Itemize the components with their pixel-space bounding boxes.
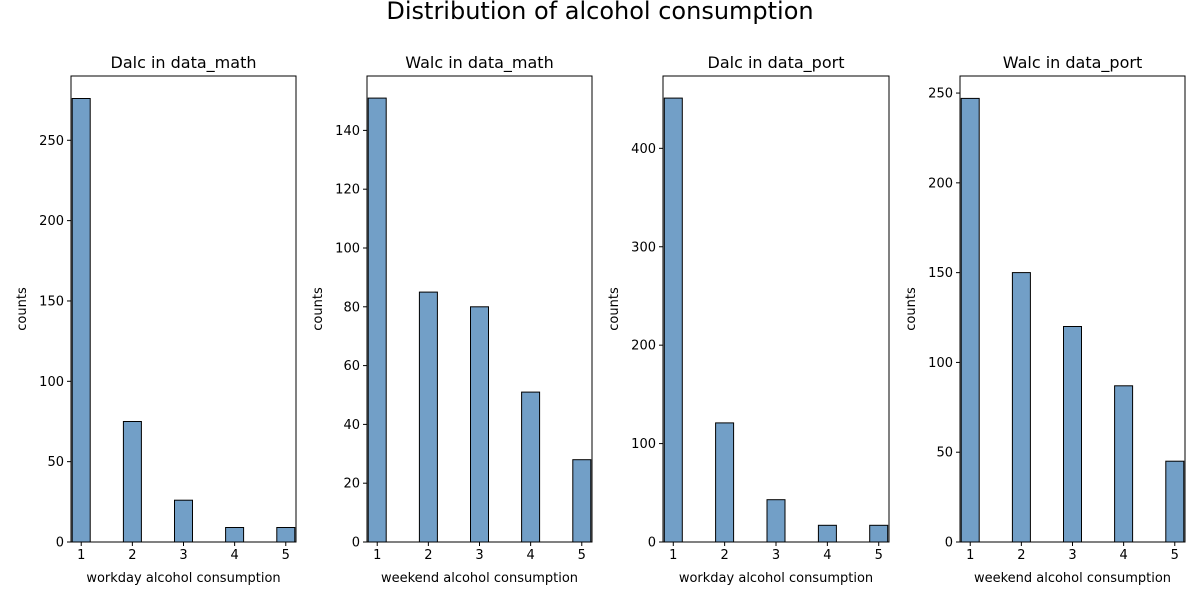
bar: [1114, 385, 1134, 543]
x-axis-label: workday alcohol consumption: [86, 571, 280, 586]
x-axis-label: weekend alcohol consumption: [381, 571, 578, 586]
y-tick-label: 150: [928, 266, 953, 281]
bar: [1063, 326, 1082, 543]
bar: [470, 306, 489, 543]
y-axis-label: counts: [311, 287, 326, 331]
y-tick-label: 80: [343, 300, 360, 315]
x-tick-label: 2: [424, 548, 432, 563]
bar: [817, 524, 837, 543]
y-tick-label: 250: [928, 87, 953, 102]
x-tick-label: 5: [282, 548, 290, 563]
x-tick-label: 1: [77, 548, 85, 563]
subplot-title: Walc in data_port: [1003, 53, 1142, 73]
subplot-3: 1 2 3 4 5 0 100 200 300 400 Dalc in data_portworkd…: [607, 53, 890, 586]
y-tick-label: 100: [39, 375, 64, 390]
bar: [766, 499, 786, 543]
bar: [663, 97, 683, 543]
x-tick-label: 4: [823, 548, 831, 563]
bar: [276, 527, 296, 543]
y-axis-label: counts: [904, 287, 919, 331]
y-tick-label: 120: [335, 183, 360, 198]
y-tick-label: 200: [39, 214, 64, 229]
x-axis-label: workday alcohol consumption: [679, 571, 873, 586]
bar: [715, 422, 735, 543]
bar: [1011, 272, 1031, 543]
x-tick-label: 5: [1171, 548, 1179, 563]
x-tick-label: 3: [1068, 548, 1076, 563]
bar: [225, 527, 245, 543]
y-tick-label: 40: [343, 418, 360, 433]
subplot-title: Dalc in data_math: [111, 53, 257, 73]
x-tick-label: 3: [179, 548, 187, 563]
subplot-2: 1 2 3 4 5 0 20 40 60 80 100 120 140 Walc in data_math…: [311, 53, 593, 586]
y-tick-label: 0: [56, 536, 64, 551]
x-tick-label: 2: [128, 548, 136, 563]
bar: [960, 97, 980, 543]
y-tick-label: 50: [936, 446, 953, 461]
x-tick-label: 1: [966, 548, 974, 563]
y-tick-label: 60: [343, 359, 360, 374]
axes-frame: [662, 75, 890, 543]
x-tick-label: 4: [230, 548, 238, 563]
subplot-title: Dalc in data_port: [708, 53, 845, 73]
subplot-title: Walc in data_math: [405, 53, 553, 73]
x-tick-label: 3: [772, 548, 780, 563]
x-tick-label: 5: [578, 548, 586, 563]
x-tick-label: 1: [373, 548, 381, 563]
bar: [174, 499, 193, 543]
bar: [521, 391, 541, 543]
bar: [572, 459, 592, 543]
y-tick-label: 20: [343, 477, 360, 492]
y-tick-label: 0: [648, 536, 656, 551]
bar: [71, 98, 91, 543]
axes-frame: [70, 75, 297, 543]
y-tick-label: 200: [928, 176, 953, 191]
y-axis-label: counts: [607, 287, 622, 331]
y-tick-label: 50: [47, 455, 64, 470]
x-axis-label: weekend alcohol consumption: [974, 571, 1171, 586]
bar: [418, 291, 438, 543]
y-tick-label: 100: [631, 437, 656, 452]
x-tick-label: 3: [475, 548, 483, 563]
bar: [869, 524, 889, 543]
bar: [367, 97, 387, 543]
y-tick-label: 300: [631, 240, 656, 255]
y-tick-label: 250: [39, 134, 64, 149]
y-tick-label: 100: [335, 241, 360, 256]
x-tick-label: 5: [875, 548, 883, 563]
y-tick-label: 150: [39, 294, 64, 309]
x-tick-label: 4: [1119, 548, 1127, 563]
y-axis-label: counts: [15, 287, 30, 331]
y-tick-label: 100: [928, 356, 953, 371]
x-tick-label: 1: [669, 548, 677, 563]
bar: [122, 421, 142, 543]
x-tick-label: 2: [1017, 548, 1025, 563]
y-tick-label: 140: [335, 124, 360, 139]
y-tick-label: 0: [945, 536, 953, 551]
bar: [1165, 460, 1185, 543]
x-tick-label: 2: [720, 548, 728, 563]
y-tick-label: 400: [631, 142, 656, 157]
x-tick-label: 4: [526, 548, 534, 563]
y-tick-label: 0: [352, 536, 360, 551]
figure-title: Distribution of alcohol consumption: [386, 0, 814, 25]
y-tick-label: 200: [631, 339, 656, 354]
